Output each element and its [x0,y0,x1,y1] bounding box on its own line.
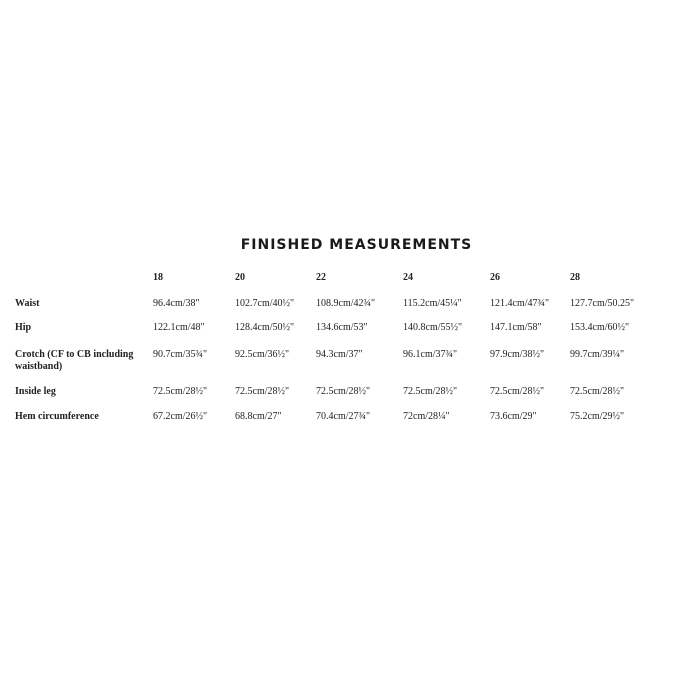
measurement-cell: 153.4cm/60½" [570,322,630,333]
measurement-cell: 121.4cm/47¾" [490,298,550,309]
size-header: 26 [490,272,500,283]
row-label: Crotch (CF to CB including waistband) [15,349,134,372]
measurement-cell: 140.8cm/55½" [403,322,463,333]
measurement-cell: 72.5cm/28½" [490,386,545,397]
measurement-cell: 68.8cm/27" [235,411,282,422]
measurement-cell: 72.5cm/28½" [235,386,290,397]
measurement-cell: 96.4cm/38" [153,298,200,309]
row-label: Hem circumference [15,411,99,422]
size-header: 22 [316,272,326,283]
page-title: FINISHED MEASUREMENTS [240,237,473,253]
measurement-cell: 72.5cm/28½" [153,386,208,397]
measurement-cell: 127.7cm/50.25" [570,298,635,309]
measurement-cell: 67.2cm/26½" [153,411,208,422]
measurement-cell: 72cm/28¼" [403,411,450,422]
measurement-cell: 72.5cm/28½" [403,386,458,397]
measurement-cell: 75.2cm/29½" [570,411,625,422]
measurement-cell: 99.7cm/39¼" [570,349,625,360]
measurement-cell: 70.4cm/27¾" [316,411,371,422]
measurement-cell: 108.9cm/42¾" [316,298,376,309]
size-header: 20 [235,272,245,283]
size-header: 24 [403,272,413,283]
measurement-cell: 92.5cm/36½" [235,349,290,360]
row-label: Hip [15,322,32,333]
row-label: Waist [15,298,40,309]
size-header: 28 [570,272,580,283]
measurement-cell: 115.2cm/45¼" [403,298,462,309]
measurement-cell: 122.1cm/48" [153,322,205,333]
measurement-cell: 96.1cm/37¾" [403,349,458,360]
measurement-cell: 73.6cm/29" [490,411,537,422]
measurement-cell: 72.5cm/28½" [570,386,625,397]
measurement-cell: 90.7cm/35¾" [153,349,208,360]
measurement-cell: 128.4cm/50½" [235,322,295,333]
measurement-cell: 147.1cm/58" [490,322,542,333]
size-header: 18 [153,272,163,283]
measurement-cell: 94.3cm/37" [316,349,363,360]
measurement-cell: 72.5cm/28½" [316,386,371,397]
measurement-cell: 134.6cm/53" [316,322,368,333]
measurement-cell: 97.9cm/38½" [490,349,545,360]
measurement-cell: 102.7cm/40½" [235,298,295,309]
row-label: Inside leg [15,386,56,397]
